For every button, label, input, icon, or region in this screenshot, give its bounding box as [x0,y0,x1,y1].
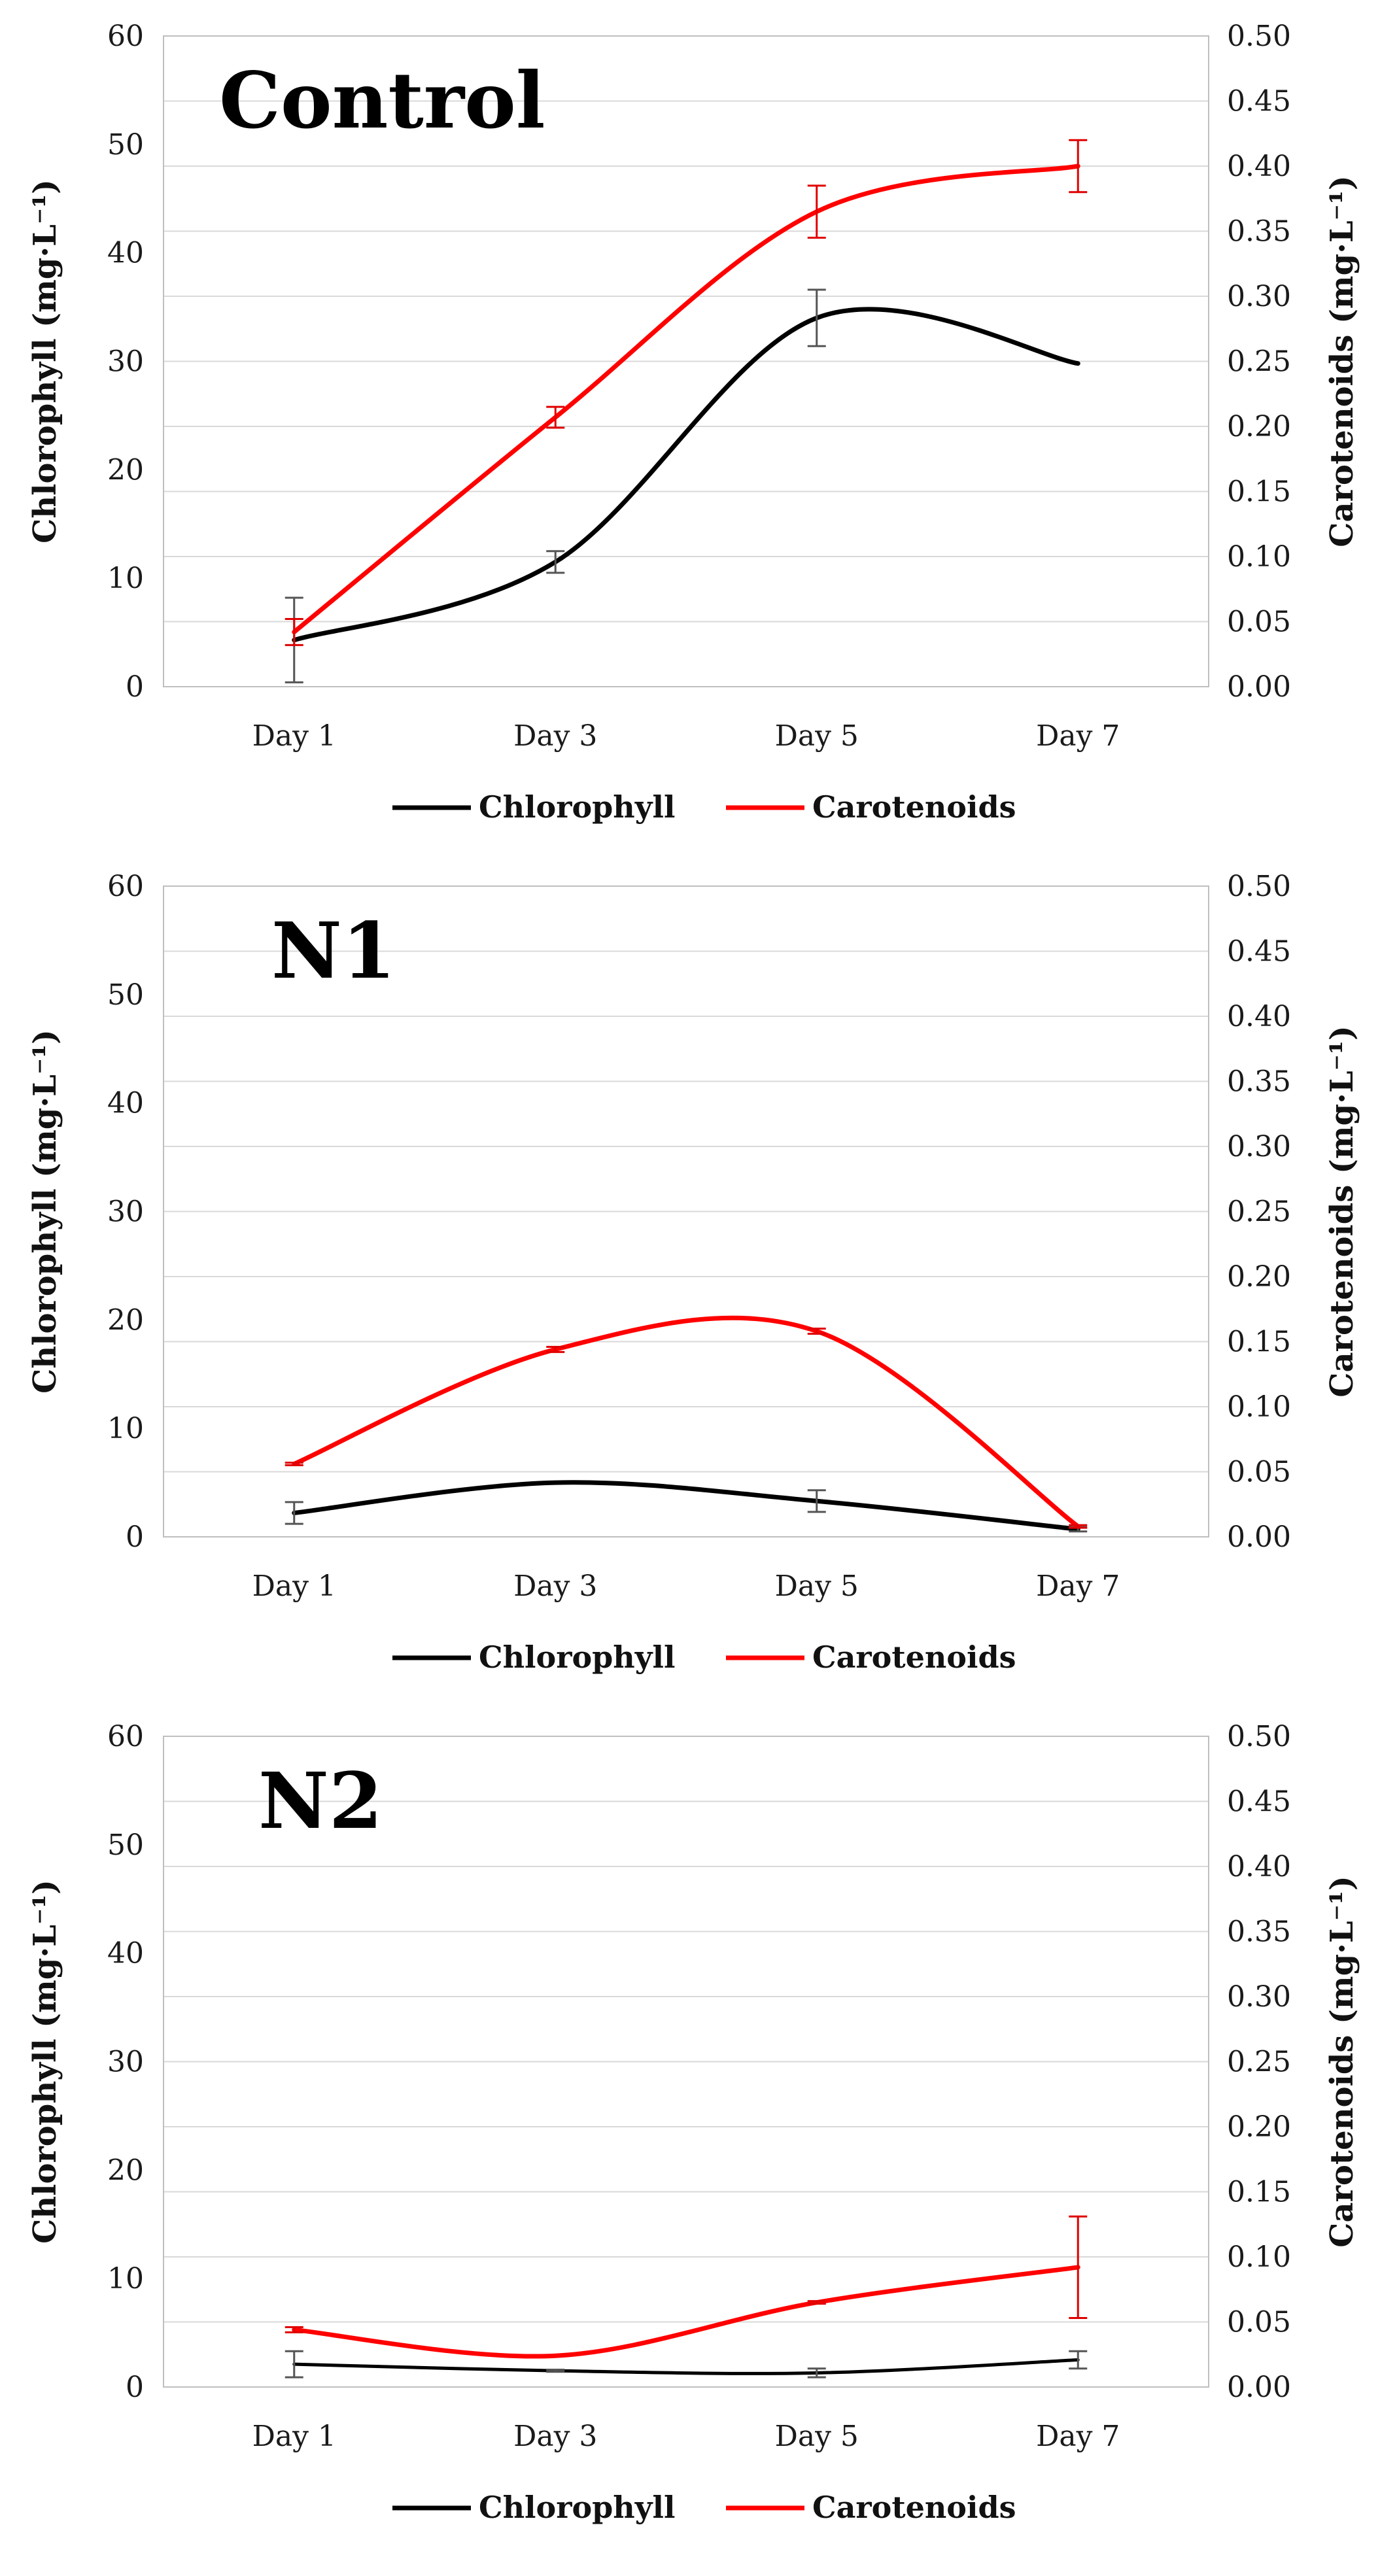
plot-frame [163,1736,1209,2388]
plot-frame [163,35,1209,687]
right-tick-label: 0.35 [1227,215,1291,249]
left-tick-label: 60 [107,20,144,53]
right-tick-label: 0.45 [1227,935,1291,969]
panel-title: Control [219,55,545,146]
left-tick-label: 10 [107,562,144,595]
left-axis-title: Chlorophyll (mg·L⁻¹) [27,1880,63,2244]
chart-panel-n1: 0 10 20 30 40 50 60 0.00 0.05 0.10 0.15 0.20 0.25 0.3… [0,850,1380,1700]
right-tick-label: 0.50 [1227,20,1291,53]
right-tick-label: 0.20 [1227,410,1291,443]
right-axis-title: Carotenoids (mg·L⁻¹) [1324,175,1360,547]
legend-label-chlorophyll: Chlorophyll [479,2490,675,2525]
x-tick-label: Day 1 [252,2420,336,2453]
left-axis-title: Chlorophyll (mg·L⁻¹) [27,179,63,543]
legend-label-carotenoids: Carotenoids [812,2490,1016,2525]
x-tick-label: Day 3 [513,2420,597,2453]
left-tick-label: 50 [107,978,144,1012]
right-tick-label: 0.30 [1227,1130,1291,1163]
right-axis-title: Carotenoids (mg·L⁻¹) [1324,1876,1360,2247]
x-tick-label: Day 5 [775,719,859,753]
left-tick-label: 30 [107,1195,144,1229]
right-tick-label: 0.25 [1227,345,1291,379]
x-tick-label: Day 5 [775,2420,859,2453]
right-tick-label: 0.30 [1227,280,1291,313]
series-line-carotenoids [292,1315,1080,1529]
right-tick-label: 0.05 [1227,1456,1291,1489]
right-tick-label: 0.05 [1227,2306,1291,2339]
x-tick-label: Day 5 [775,1570,859,1603]
right-tick-label: 0.50 [1227,870,1291,903]
left-tick-label: 10 [107,1412,144,1445]
right-tick-label: 0.30 [1227,1980,1291,2014]
right-tick-label: 0.20 [1227,2110,1291,2144]
legend-label-carotenoids: Carotenoids [812,1640,1016,1675]
right-tick-label: 0.15 [1227,475,1291,509]
legend-label-chlorophyll: Chlorophyll [479,1640,675,1675]
x-tick-label: Day 7 [1036,2420,1120,2453]
series-line-chlorophyll [292,2358,1080,2375]
panel-title: N1 [271,905,396,996]
right-tick-label: 0.40 [1227,1850,1291,1883]
x-tick-label: Day 3 [513,719,597,753]
right-tick-label: 0.45 [1227,85,1291,118]
panel-title: N2 [258,1755,383,1846]
x-tick-label: Day 1 [252,719,336,753]
chart-svg-n2: 0 10 20 30 40 50 60 0.00 0.05 0.10 0.15 0.20 0.25 0.3… [27,1720,1360,2525]
left-tick-label: 40 [107,1937,144,1970]
right-tick-label: 0.05 [1227,606,1291,639]
left-tick-label: 20 [107,1303,144,1337]
right-tick-label: 0.10 [1227,540,1291,574]
right-tick-label: 0.25 [1227,1195,1291,1229]
right-tick-label: 0.00 [1227,2371,1291,2404]
chart-panel-control: 0 10 20 30 40 50 60 0.00 0.05 0.10 0.15 0.20 0.25 0.3… [0,0,1380,850]
plot-frame [163,885,1209,1537]
right-tick-label: 0.45 [1227,1785,1291,1819]
right-tick-label: 0.00 [1227,1520,1291,1554]
series-line-chlorophyll [292,1480,1080,1532]
chart-panel-n2: 0 10 20 30 40 50 60 0.00 0.05 0.10 0.15 0.20 0.25 0.3… [0,1700,1380,2550]
right-tick-label: 0.15 [1227,2176,1291,2209]
legend-label-carotenoids: Carotenoids [812,789,1016,825]
left-tick-label: 0 [126,1520,144,1554]
left-tick-label: 60 [107,1720,144,1753]
x-tick-label: Day 7 [1036,719,1120,753]
right-tick-label: 0.10 [1227,2241,1291,2274]
left-tick-label: 10 [107,2262,144,2295]
left-tick-label: 50 [107,1829,144,1862]
right-tick-label: 0.40 [1227,1000,1291,1033]
x-tick-label: Day 7 [1036,1570,1120,1603]
right-tick-label: 0.35 [1227,1065,1291,1099]
left-tick-label: 20 [107,453,144,487]
x-tick-label: Day 1 [252,1570,336,1603]
x-tick-label: Day 3 [513,1570,597,1603]
chart-svg-control: 0 10 20 30 40 50 60 0.00 0.05 0.10 0.15 0.20 0.25 0.3… [27,20,1360,825]
left-tick-label: 0 [126,670,144,704]
right-tick-label: 0.15 [1227,1326,1291,1359]
left-tick-label: 40 [107,237,144,270]
right-tick-label: 0.25 [1227,2046,1291,2079]
left-tick-label: 40 [107,1087,144,1120]
series-line-chlorophyll [292,307,1080,643]
left-tick-label: 30 [107,2046,144,2079]
legend-label-chlorophyll: Chlorophyll [479,789,675,825]
left-tick-label: 60 [107,870,144,903]
left-tick-label: 30 [107,345,144,379]
right-tick-label: 0.35 [1227,1915,1291,1949]
series-line-carotenoids [292,2265,1080,2359]
right-tick-label: 0.40 [1227,150,1291,183]
series-line-carotenoids [292,163,1080,634]
left-tick-label: 20 [107,2154,144,2187]
left-tick-label: 0 [126,2371,144,2404]
right-tick-label: 0.10 [1227,1390,1291,1424]
right-tick-label: 0.00 [1227,670,1291,704]
left-axis-title: Chlorophyll (mg·L⁻¹) [27,1029,63,1394]
right-tick-label: 0.50 [1227,1720,1291,1753]
left-tick-label: 50 [107,128,144,162]
right-axis-title: Carotenoids (mg·L⁻¹) [1324,1025,1360,1397]
right-tick-label: 0.20 [1227,1260,1291,1294]
chart-svg-n1: 0 10 20 30 40 50 60 0.00 0.05 0.10 0.15 0.20 0.25 0.3… [27,870,1360,1675]
